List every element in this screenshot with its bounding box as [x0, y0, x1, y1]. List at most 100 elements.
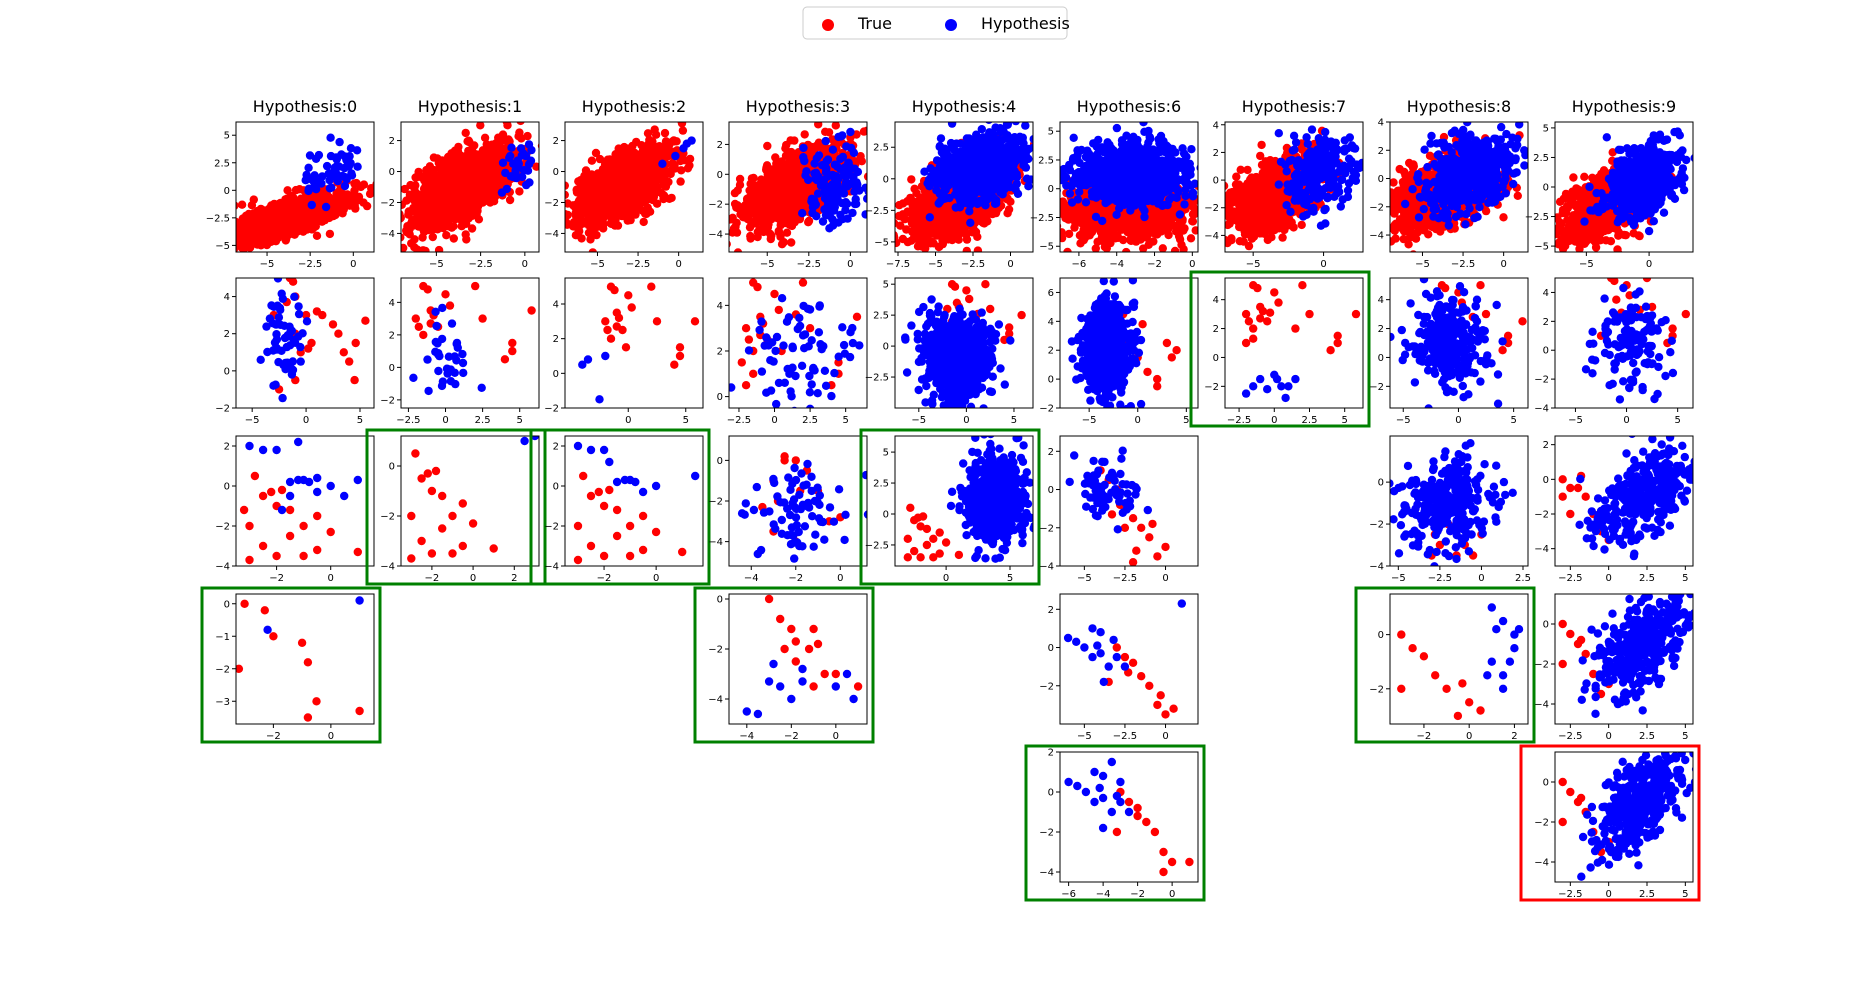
true-point: [565, 199, 572, 208]
true-point: [320, 215, 330, 225]
hypothesis-point: [452, 356, 461, 365]
hypothesis-point: [304, 477, 314, 487]
true-point: [472, 210, 481, 219]
true-point: [765, 172, 774, 182]
true-point: [407, 239, 416, 248]
hypothesis-point: [612, 477, 622, 487]
true-point: [304, 344, 313, 353]
y-tick-label: −5: [215, 241, 230, 252]
true-point: [654, 169, 663, 179]
true-point: [236, 664, 244, 673]
true-point: [756, 213, 765, 222]
true-point: [647, 282, 656, 291]
true-point: [483, 162, 492, 172]
hypothesis-point: [458, 349, 467, 359]
subplot-panel: −5 −2.5 0−4−202: [380, 121, 540, 270]
true-point: [339, 348, 348, 357]
true-point: [831, 122, 840, 130]
true-point: [418, 233, 427, 242]
hypothesis-point: [294, 437, 303, 447]
true-point: [448, 549, 457, 558]
true-point: [434, 245, 444, 252]
true-point: [625, 521, 635, 531]
true-point: [295, 221, 304, 230]
hypothesis-point: [262, 322, 271, 331]
true-point: [338, 209, 347, 218]
hypothesis-point: [321, 202, 331, 212]
y-tick-label: 2: [389, 136, 395, 147]
true-point: [282, 211, 292, 220]
hypothesis-point: [245, 441, 254, 451]
hypothesis-point: [344, 162, 354, 171]
true-point: [258, 541, 268, 551]
true-point: [627, 303, 636, 312]
hypothesis-point: [507, 143, 516, 152]
true-point: [503, 122, 512, 130]
hypothesis-point: [578, 360, 587, 369]
true-point: [683, 164, 693, 173]
y-tick-label: 0: [389, 363, 395, 374]
hypothesis-point: [838, 152, 848, 162]
true-point: [411, 214, 420, 224]
true-point: [470, 169, 479, 178]
y-tick-label: 0: [224, 186, 230, 197]
true-point: [417, 536, 426, 546]
true-point: [412, 173, 421, 182]
x-tick-label: 0: [470, 573, 476, 584]
axes-frame: [564, 277, 704, 409]
true-point: [401, 213, 405, 222]
hypothesis-point: [508, 172, 518, 182]
hypothesis-point: [434, 366, 443, 376]
hypothesis-point: [271, 320, 281, 329]
y-tick-label: −2: [380, 395, 395, 406]
hypothesis-point: [302, 317, 312, 326]
x-tick-label: −2.5: [626, 259, 650, 270]
true-point: [438, 524, 447, 533]
true-point: [447, 170, 456, 179]
subplot-panel: −5 −2.5 0−4−202: [708, 121, 868, 270]
hypothesis-point: [340, 181, 350, 191]
y-tick-label: 2: [553, 442, 559, 453]
true-point: [249, 195, 258, 204]
true-point: [782, 140, 791, 150]
y-tick-label: 0: [389, 462, 395, 473]
subplot-grid: Hypothesis:0−5 −2.5 0−5−2.502.55−5 0 5−2024−…: [200, 97, 1701, 902]
hypothesis-point: [573, 441, 583, 451]
true-point: [565, 218, 571, 227]
true-point: [790, 136, 799, 145]
y-tick-label: 0: [224, 366, 230, 377]
hypothesis-point: [828, 186, 838, 196]
y-tick-label: −3: [215, 697, 230, 708]
true-point: [594, 487, 603, 497]
true-point: [633, 164, 643, 173]
true-point: [595, 169, 605, 178]
scatter-points: [729, 122, 867, 252]
true-point: [461, 128, 470, 138]
hypothesis-point: [296, 357, 305, 366]
hypothesis-point: [433, 339, 442, 348]
true-point: [614, 313, 624, 323]
true-point: [612, 531, 622, 541]
true-point: [603, 325, 612, 335]
hypothesis-point: [452, 339, 461, 349]
true-point: [429, 165, 438, 175]
axes-frame: [235, 121, 375, 253]
y-tick-label: 2: [553, 136, 559, 147]
true-point: [491, 186, 500, 195]
true-point: [761, 192, 771, 201]
y-tick-label: 4: [553, 300, 559, 311]
hypothesis-point: [843, 214, 852, 223]
true-point: [456, 162, 465, 171]
hypothesis-point: [304, 186, 313, 196]
x-tick-label: 5: [357, 415, 363, 426]
true-point: [329, 211, 338, 221]
true-point: [750, 181, 760, 190]
true-point: [586, 178, 596, 188]
true-point: [599, 551, 609, 561]
y-tick-label: −4: [544, 562, 559, 573]
axes-frame: [400, 121, 540, 253]
hypothesis-point: [437, 381, 447, 391]
true-point: [571, 231, 581, 240]
true-point: [610, 285, 619, 295]
